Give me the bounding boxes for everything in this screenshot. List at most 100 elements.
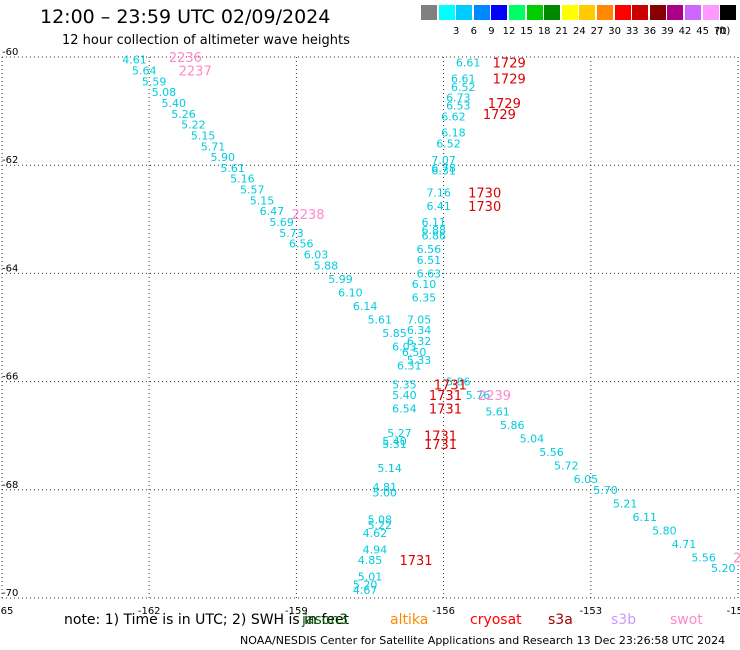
wave-height-point: 4.94 xyxy=(363,543,388,556)
wave-height-point: 6.54 xyxy=(392,403,417,416)
legend-unit: (ft) xyxy=(715,26,731,37)
pass-time-label: 1731 xyxy=(429,389,462,404)
x-tick-label: -156 xyxy=(432,606,455,617)
wave-height-point: 6.03 xyxy=(304,248,329,261)
wave-height-point: 6.50 xyxy=(402,346,427,359)
pass-time-label: 1731 xyxy=(399,554,432,569)
wave-height-point: 6.61 xyxy=(451,73,476,86)
pass-time-label: 1729 xyxy=(488,97,521,112)
legend-label: 39 xyxy=(661,26,674,37)
wave-height-point: 5.21 xyxy=(613,497,638,510)
legend-swatch xyxy=(720,5,737,20)
pass-time-label: 2237 xyxy=(179,65,212,80)
wave-height-point: 6.56 xyxy=(289,238,314,251)
legend-label: 27 xyxy=(590,26,604,37)
wave-height-point: 6.31 xyxy=(397,359,422,372)
wave-height-point: 5.72 xyxy=(554,459,579,472)
wave-height-point: 6.31 xyxy=(431,165,456,178)
mission-altika: altika xyxy=(390,612,429,628)
wave-height-point: 6.41 xyxy=(426,200,451,213)
wave-height-point: 4.81 xyxy=(372,481,397,494)
wave-height-point: 5.76 xyxy=(466,389,491,402)
pass-time-label: 1730 xyxy=(468,200,501,215)
wave-height-point: 5.01 xyxy=(358,570,383,583)
y-tick-label: -70 xyxy=(2,588,18,599)
legend-swatch xyxy=(421,5,437,20)
wave-height-point: 6.05 xyxy=(574,473,599,486)
page-subtitle: 12 hour collection of altimeter wave hei… xyxy=(62,33,350,48)
wave-height-point: 5.14 xyxy=(377,462,402,475)
pass-time-label: 1731 xyxy=(429,403,462,418)
wave-height-point: 7.16 xyxy=(426,186,451,199)
legend-label: 70 xyxy=(713,26,727,37)
y-tick-label: -66 xyxy=(2,372,18,383)
wave-height-point: 5.99 xyxy=(328,273,353,286)
mission-swot: swot xyxy=(670,612,703,628)
wave-height-point: 5.80 xyxy=(652,524,677,537)
wave-height-point: 6.63 xyxy=(417,267,442,280)
pass-time-label: 1731 xyxy=(424,430,457,445)
wave-height-point: 6.32 xyxy=(407,335,432,348)
wave-height-point: 6.56 xyxy=(417,243,442,256)
wave-height-point: 5.33 xyxy=(407,354,432,367)
legend-label: 42 xyxy=(678,26,692,37)
pass-time-label: 2238 xyxy=(291,208,324,223)
wave-height-point: 6.78 xyxy=(431,162,456,175)
wave-height-point: 5.40 xyxy=(161,97,186,110)
pass-time-label: 1729 xyxy=(483,108,516,123)
wave-height-point: 4.62 xyxy=(363,527,388,540)
wave-height-point: 6.14 xyxy=(353,300,378,313)
wave-height-point: 5.15 xyxy=(191,129,216,142)
wave-height-point: 6.10 xyxy=(412,278,437,291)
legend-swatch xyxy=(544,5,561,20)
wave-height-point: 5.16 xyxy=(230,173,255,186)
wave-height-point: 7.05 xyxy=(407,313,432,326)
y-tick-label: -62 xyxy=(2,155,18,166)
wave-height-point: 6.88 xyxy=(422,224,447,237)
wave-height-point: 5.59 xyxy=(142,75,167,88)
wave-height-point: 5.22 xyxy=(181,119,206,132)
wave-height-point: 5.20 xyxy=(711,562,736,575)
legend-swatch xyxy=(614,5,631,20)
legend-swatch xyxy=(526,5,543,20)
pass-time-label: 2236 xyxy=(169,51,202,66)
x-tick-label: -153 xyxy=(579,606,602,617)
legend-swatch xyxy=(649,5,666,20)
wave-height-point: 5.64 xyxy=(132,65,157,78)
pass-time-label: 1731 xyxy=(424,438,457,453)
legend-swatch xyxy=(579,5,596,20)
pass-time-labels: 2236223722382239217291729172917291730173… xyxy=(169,51,740,569)
legend-swatch xyxy=(456,5,473,20)
wave-height-point: 5.56 xyxy=(691,551,716,564)
wave-height-point: 7.07 xyxy=(431,154,456,167)
wave-height-point: 6.34 xyxy=(407,324,432,337)
wave-height-point: 5.70 xyxy=(593,484,618,497)
wave-height-point: 6.53 xyxy=(446,100,471,113)
wave-height-point: 6.11 xyxy=(422,216,447,229)
wave-height-point: 6.86 xyxy=(422,230,447,243)
wave-height-point: 6.51 xyxy=(417,254,442,267)
legend-label: 12 xyxy=(502,26,516,37)
legend-swatch xyxy=(561,5,578,20)
x-tick-label: -162 xyxy=(138,606,161,617)
mission-jason3: jason3 xyxy=(302,612,349,628)
legend-swatch xyxy=(667,5,684,20)
mission-cryosat: cryosat xyxy=(470,612,522,628)
wave-height-point: 5.40 xyxy=(382,435,407,448)
legend-swatch xyxy=(597,5,613,20)
wave-height-point: 5.04 xyxy=(520,432,545,445)
wave-height-point: 5.31 xyxy=(382,438,407,451)
wave-height-point: 5.22 xyxy=(368,519,393,532)
footer-note: note: 1) Time is in UTC; 2) SWH is in fe… xyxy=(64,612,350,628)
y-tick-label: -60 xyxy=(2,47,18,58)
wave-height-point: 6.35 xyxy=(412,292,437,305)
wave-height-point: 5.73 xyxy=(279,227,304,240)
wave-height-point: 4.61 xyxy=(122,54,147,67)
x-tick-label: -159 xyxy=(285,606,308,617)
y-tick-label: -64 xyxy=(2,263,18,274)
wave-height-point: 5.15 xyxy=(250,194,275,207)
wave-height-point: 6.52 xyxy=(451,81,476,94)
legend-swatch xyxy=(685,5,701,20)
wave-height-point: 5.27 xyxy=(387,427,412,440)
